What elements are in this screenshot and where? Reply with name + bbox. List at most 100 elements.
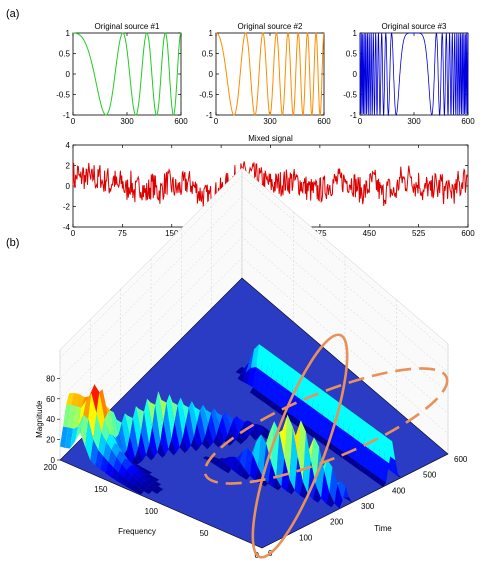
surface-patch [254,424,263,426]
z-axis-label: Magnitude [35,400,44,438]
surface-patch [119,451,128,459]
surface-patch [345,433,354,458]
x-tick-label: 525 [412,229,426,238]
freq-tick-label: 50 [200,529,209,538]
surface-patch [135,406,144,433]
surface-patch [142,474,151,480]
surface-patch [196,410,206,444]
surface-patch [180,397,189,423]
surface-patch [372,475,381,484]
surface-patch [310,437,320,486]
x-tick-label: 75 [118,229,127,238]
surface-patch [331,446,340,455]
surface-patch [121,413,130,451]
surface-patch [134,470,143,477]
x-tick-label: 0 [71,229,76,238]
surface-patch [144,398,153,445]
surface-patch [191,401,200,424]
surface-patch [363,422,372,449]
surface-patch [329,422,338,447]
surface-patch [292,420,301,457]
surface-patch [166,394,175,439]
freq-axis-label: Frequency [118,527,156,536]
surface-patch [149,427,158,458]
surface-patch [152,488,161,494]
surface-patch [319,415,328,439]
surface-patch [309,407,318,432]
surface-patch [299,481,308,499]
surface-patch [237,372,246,382]
surface-patch [317,389,326,416]
surface-patch [211,457,220,459]
surface-patch [311,431,320,440]
surface-patch [324,419,333,443]
y-tick-label: -2 [63,203,71,212]
surface-patch [329,467,338,504]
surface-patch [250,344,260,368]
surface-patch [66,393,75,405]
surface-patch [293,396,303,421]
surface-patch [60,426,69,448]
surface-patch [337,404,347,431]
surface-patch [367,471,376,480]
surface-patch [158,391,167,423]
surface-patch [339,430,349,454]
spectrogram-3d-plot: 020406080Magnitude200150100500Frequency0… [35,167,468,560]
surface-patch [358,419,367,445]
source2-plot: Original source #2 0 300 600 1 0.5 0 -0.5 -1 [199,22,331,126]
surface-patch [235,369,244,375]
surface-patch [225,412,234,427]
surface-patch [307,381,316,408]
surface-patch [218,460,227,471]
surface-patch [245,349,254,373]
surface-patch [337,481,346,501]
surface-patch [343,407,352,434]
surface-patch [256,424,265,435]
y-tick-label: 1 [66,29,71,38]
surface-patch [347,457,356,465]
surface-patch [368,426,377,453]
surface-patch [102,389,111,413]
surface-patch [93,413,102,451]
surface-patch [365,448,374,472]
source1-plot: Original source #1 0 300 600 1 0.5 0 -0.5 -1 [56,22,188,126]
surface-patch [135,488,144,495]
surface-patch [216,425,225,445]
surface-patch [384,437,393,464]
surface-patch [169,394,178,423]
surface-patch [182,423,191,451]
surface-patch [208,413,217,443]
surface-patch [160,422,169,455]
surface-patch [177,397,186,438]
surface-patch [294,456,303,496]
surface-patch [211,408,220,436]
surface-patch [114,443,123,453]
plot-title: Original source #1 [95,22,160,31]
surface-patch [284,414,293,480]
surface-patch [137,470,146,476]
surface-patch [316,435,325,444]
surface-patch [80,414,89,448]
surface-patch [185,407,194,446]
surface-patch [193,423,202,449]
y-tick-label: 0.5 [202,50,214,59]
surface-patch [128,475,137,485]
surface-patch [106,434,115,451]
surface-patch [231,456,240,474]
surface-patch [235,434,244,445]
surface-patch [352,460,361,469]
surface-patch [244,448,253,476]
time-tick-label: 300 [361,502,375,511]
series-line [359,32,469,117]
surface-patch [115,434,124,455]
surface-patch [76,394,85,408]
surface-patch [126,436,135,462]
x-tick-label: 0 [214,117,219,126]
panel-label-b: (b) [6,237,19,249]
surface-patch [242,367,251,385]
surface-patch [290,416,299,426]
surface-patch [271,355,280,382]
surface-patch [259,424,268,431]
surface-patch [141,481,150,488]
surface-patch [304,404,313,428]
